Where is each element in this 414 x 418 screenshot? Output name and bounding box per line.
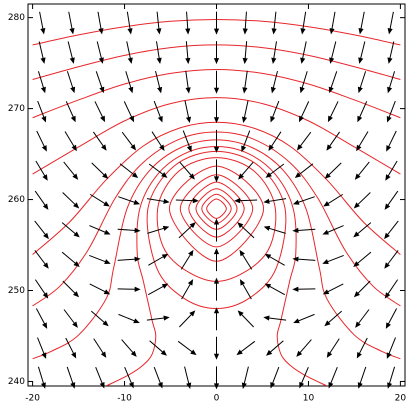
x-tick-label: -20 [25,394,40,404]
x-tick-label: 0 [214,394,220,404]
y-tick-label: 240 [8,377,25,387]
y-tick-label: 270 [8,104,25,114]
y-tick-label: 280 [8,13,25,23]
y-tick-label: 250 [8,286,25,296]
arrow-shaft [238,200,257,201]
x-tick-label: 10 [303,394,315,404]
arrow-shaft [176,200,195,201]
y-tick-label: 260 [8,195,25,205]
x-tick-label: -10 [117,394,132,404]
x-tick-label: 20 [395,394,407,404]
